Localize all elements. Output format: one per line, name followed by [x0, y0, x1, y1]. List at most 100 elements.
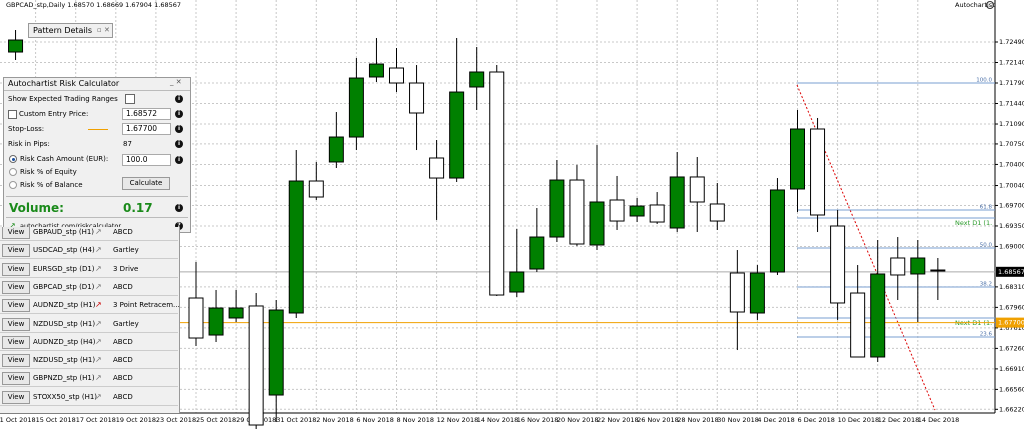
symbol: STOXX50_stp (H1) [33, 392, 98, 401]
pattern-row[interactable]: View USDCAD_stp (H4) ↗ Gartley [0, 241, 178, 260]
x-tick-label: 4 Dec 2018 [757, 416, 794, 424]
radio[interactable] [9, 168, 17, 176]
view-button[interactable]: View [2, 390, 30, 404]
candle-body [348, 77, 364, 138]
candle-body [389, 67, 404, 84]
radio-selected[interactable] [9, 155, 17, 163]
help-icon[interactable]: ? [175, 222, 183, 230]
input[interactable]: 1.67700 [122, 123, 171, 135]
candle-body [328, 136, 344, 163]
x-tick-label: 14 Nov 2018 [477, 416, 519, 424]
info-icon[interactable]: i [175, 125, 183, 133]
view-button[interactable]: View [2, 317, 30, 331]
link[interactable]: autochartist.com/riskcalculator [20, 222, 122, 230]
candle-body [910, 257, 926, 275]
checkbox[interactable] [125, 94, 135, 104]
candle-body [749, 272, 765, 314]
pattern-icon: ↗ [95, 245, 102, 255]
x-tick-label: 6 Nov 2018 [356, 416, 394, 424]
pattern-icon: ↗ [95, 263, 102, 273]
y-tick-label: 1.71090 [999, 120, 1024, 128]
view-button[interactable]: View [2, 280, 30, 294]
y-tick-label: 1.67960 [999, 303, 1024, 311]
view-button[interactable]: View [2, 335, 30, 349]
pattern-name: Gartley [113, 246, 139, 255]
view-button[interactable]: View [2, 244, 30, 258]
pattern-name: Gartley [113, 319, 139, 328]
y-tick-label: 1.72140 [999, 59, 1024, 67]
input[interactable]: 1.68572 [122, 108, 171, 120]
x-tick-label: 14 Dec 2018 [918, 416, 960, 424]
logo-icon: ↗ [9, 221, 16, 230]
view-button[interactable]: View [2, 262, 30, 276]
info-icon[interactable]: i [175, 110, 183, 118]
x-tick-label: 11 Oct 2018 [0, 416, 36, 424]
stop-swatch [88, 129, 108, 130]
symbol: EURSGD_stp (D1) [33, 264, 95, 273]
pattern-icon: ↗ [95, 318, 102, 328]
info-icon[interactable]: i [175, 95, 183, 103]
y-tick-label: 1.70400 [999, 160, 1024, 168]
brand: Autochartist [955, 1, 995, 9]
view-button[interactable]: View [2, 372, 30, 386]
candle-body [288, 180, 304, 314]
candle-body [188, 297, 204, 339]
y-tick-label: 1.67260 [999, 344, 1024, 352]
view-button[interactable]: View [2, 299, 30, 313]
candle-body [569, 179, 585, 245]
pattern-row[interactable]: View GBPNZD_stp (H1) ↗ ABCD [0, 369, 178, 388]
tab-controls[interactable]: ▫ ✕ [97, 26, 110, 34]
candle-body [709, 203, 725, 222]
tab-title: Pattern Details [33, 26, 93, 35]
calc-title: Autochartist Risk Calculator [8, 79, 120, 88]
candle-body [308, 180, 324, 198]
label: Risk % of Equity [20, 168, 77, 176]
pattern-icon: ↗ [95, 227, 102, 236]
x-tick-label: 22 Nov 2018 [597, 416, 639, 424]
calculate-button[interactable]: Calculate [122, 177, 170, 190]
candle-body [649, 204, 665, 223]
y-tick-label: 1.72490 [999, 38, 1024, 46]
x-tick-label: 28 Nov 2018 [677, 416, 719, 424]
current-price-box [996, 266, 1024, 277]
info-icon[interactable]: i [175, 156, 183, 164]
pattern-icon: ↗ [95, 355, 102, 365]
view-button[interactable]: View [2, 227, 30, 239]
y-tick-label: 1.70750 [999, 140, 1024, 148]
x-tick-label: 26 Nov 2018 [637, 416, 679, 424]
radio[interactable] [9, 181, 17, 189]
x-tick-label: 12 Nov 2018 [437, 416, 479, 424]
checkbox[interactable] [8, 110, 17, 119]
pattern-row[interactable]: View NZDUSD_stp (H1) ↗ Gartley [0, 314, 178, 333]
label: Risk Cash Amount (EUR): [20, 155, 109, 163]
pattern-row[interactable]: View NZDUSD_stp (H1) ↗ ABCD [0, 351, 178, 370]
fib-label: 23.6 [980, 332, 993, 338]
pattern-row[interactable]: View STOXX50_stp (H1) ↗ ABCD [0, 387, 178, 406]
view-button[interactable]: View [2, 354, 30, 368]
x-tick-label: 25 Oct 2018 [196, 416, 236, 424]
current-price-label: 1.68567 [998, 268, 1024, 276]
pattern-icon: ↗ [95, 336, 102, 346]
pattern-icon: ↗ [95, 373, 102, 383]
fib-label: 50.0 [980, 243, 993, 249]
candle-body [248, 305, 264, 426]
pattern-name: ABCD [113, 356, 133, 365]
info-icon[interactable]: i [175, 140, 183, 148]
brand-icon[interactable] [986, 1, 994, 9]
candle-body [549, 179, 565, 238]
pattern-row[interactable]: View GBPAUD_stp (H1) ↗ ABCD [0, 227, 178, 241]
pattern-row[interactable]: View EURSGD_stp (D1) ↗ 3 Drive [0, 259, 178, 278]
candle-body [509, 271, 525, 293]
y-tick-label: 1.67610 [999, 324, 1024, 332]
input[interactable]: 100.0 [122, 154, 171, 166]
pattern-row[interactable]: View AUDNZD_stp (H1) ↗ 3 Point Retracem... [0, 296, 179, 315]
y-tick-label: 1.68310 [999, 283, 1024, 291]
info-icon[interactable]: i [175, 204, 183, 212]
window-controls[interactable]: _ ✕ [170, 78, 182, 86]
y-tick-label: 1.71790 [999, 79, 1024, 87]
pattern-row[interactable]: View AUDNZD_stp (H4) ↗ ABCD [0, 332, 178, 351]
pattern-name: ABCD [113, 337, 133, 346]
pattern-details-tab[interactable]: Pattern Details ▫ ✕ [28, 23, 113, 38]
pattern-row[interactable]: View GBPCAD_stp (D1) ↗ ABCD [0, 277, 178, 296]
